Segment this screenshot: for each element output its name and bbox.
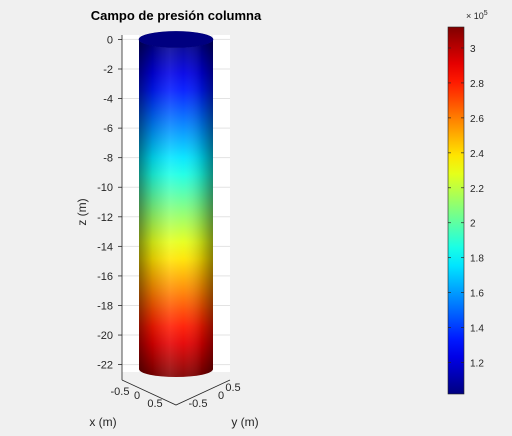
- z-axis-ticks: 0 -2 -4 -6 -8 -10 -12 -14 -16 -18 -20 -22: [97, 34, 123, 380]
- colorbar-tick-label: 2: [470, 219, 476, 230]
- y-axis-label: y (m): [231, 415, 258, 429]
- colorbar-gradient: [447, 26, 465, 395]
- z-tick-label: -2: [103, 64, 113, 76]
- floor-edges: [121, 379, 231, 406]
- colorbar-tick-label: 1.8: [470, 254, 484, 265]
- colorbar-tick-label: 1.6: [470, 289, 484, 300]
- z-tick-label: -18: [97, 300, 113, 312]
- z-tick-label: -6: [103, 123, 113, 135]
- z-tick-label: -10: [97, 182, 113, 194]
- x-tick-label: 0.5: [147, 398, 162, 410]
- z-tick-label: -14: [97, 241, 113, 253]
- colorbar-tick-label: 3: [470, 44, 476, 55]
- colorbar-exponent-label: × 105: [466, 10, 488, 21]
- colorbar[interactable]: 1.2 1.4 1.6 1.8 2 2.2 2.4 2.6 2.8 3 × 105: [447, 10, 488, 395]
- axes-floor: -0.5 00.5 -0.500.5: [111, 379, 241, 410]
- axes-3d[interactable]: 0-2-4-6-8-10-12-14-16-18-20-22 -0.5 00.5-…: [97, 31, 241, 410]
- x-tick-label: -0.5: [111, 386, 130, 398]
- z-tick-label: -16: [97, 271, 113, 283]
- colorbar-exponent-value: 5: [484, 10, 488, 17]
- z-tick-label: -20: [97, 330, 113, 342]
- z-axis-label: z (m): [75, 198, 89, 225]
- colorbar-tick-label: 1.4: [470, 324, 484, 335]
- y-tick-label: 0.5: [225, 382, 240, 394]
- colorbar-tick-label: 1.2: [470, 359, 484, 370]
- y-tick-label: -0.5: [189, 398, 208, 410]
- chart-title: Campo de presión columna: [91, 8, 262, 23]
- z-tick-label: -4: [103, 94, 113, 106]
- colorbar-ticks: 1.2 1.4 1.6 1.8 2 2.2 2.4 2.6 2.8 3: [448, 44, 484, 370]
- z-tick-label: -12: [97, 212, 113, 224]
- y-tick-label: 0: [218, 390, 224, 402]
- colorbar-tick-label: 2.4: [470, 149, 484, 160]
- colorbar-tick-label: 2.2: [470, 184, 484, 195]
- z-tick-label: -8: [103, 153, 113, 165]
- column-shading: [139, 39, 213, 378]
- x-tick-label: 0: [134, 390, 140, 402]
- pressure-column-surface: [138, 31, 214, 378]
- colorbar-tick-label: 2.8: [470, 79, 484, 90]
- z-tick-label: -22: [97, 360, 113, 372]
- colorbar-tick-label: 2.6: [470, 114, 484, 125]
- z-tick-label: 0: [107, 34, 113, 46]
- column-top-cap: [138, 31, 214, 48]
- x-axis-label: x (m): [89, 415, 116, 429]
